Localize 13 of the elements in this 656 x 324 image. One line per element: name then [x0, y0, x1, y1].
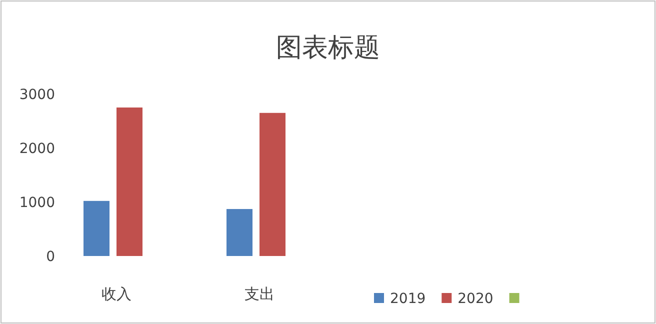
chart-title: 图表标题 — [276, 33, 380, 63]
legend-label: 2020 — [458, 291, 494, 307]
bar — [226, 209, 252, 256]
legend-label: 2019 — [390, 291, 426, 307]
bar — [116, 108, 142, 256]
y-tick-label: 3000 — [19, 87, 55, 103]
x-tick-label: 收入 — [102, 285, 132, 303]
x-tick-label: 支出 — [244, 285, 274, 303]
y-tick-label: 2000 — [19, 141, 55, 157]
bar — [84, 200, 110, 256]
y-tick-label: 1000 — [19, 195, 55, 211]
y-tick-label: 0 — [46, 249, 55, 265]
bar — [260, 112, 286, 256]
